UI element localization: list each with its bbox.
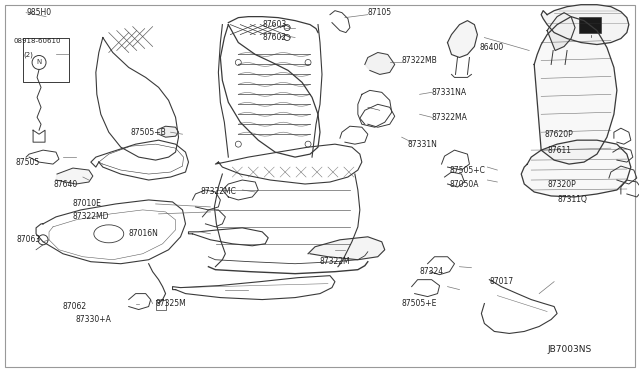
Text: 87322MA: 87322MA xyxy=(431,113,467,122)
Text: 87311Q: 87311Q xyxy=(557,195,587,205)
Text: (2): (2) xyxy=(23,51,33,58)
Text: 87050A: 87050A xyxy=(449,180,479,189)
Text: 87063: 87063 xyxy=(16,235,40,244)
Text: 87640: 87640 xyxy=(53,180,77,189)
Text: 87331N: 87331N xyxy=(408,140,438,149)
Text: 87331NA: 87331NA xyxy=(431,88,467,97)
Polygon shape xyxy=(308,237,385,260)
Polygon shape xyxy=(541,5,629,45)
Text: 87505+E: 87505+E xyxy=(402,299,437,308)
Text: 86400: 86400 xyxy=(479,43,504,52)
Polygon shape xyxy=(534,17,617,164)
Text: JB7003NS: JB7003NS xyxy=(547,345,591,354)
Text: 87324: 87324 xyxy=(420,267,444,276)
Text: 87322MB: 87322MB xyxy=(402,56,438,65)
Text: 87505: 87505 xyxy=(15,158,40,167)
Text: 87603: 87603 xyxy=(262,20,287,29)
Text: 87322M: 87322M xyxy=(320,257,351,266)
Text: 87620P: 87620P xyxy=(544,130,573,139)
Text: 87505+B: 87505+B xyxy=(131,128,166,137)
Text: 87325M: 87325M xyxy=(156,299,186,308)
Text: 87330+A: 87330+A xyxy=(76,315,112,324)
Text: 87322MC: 87322MC xyxy=(200,187,236,196)
Text: 87010E: 87010E xyxy=(73,199,102,208)
Polygon shape xyxy=(365,52,395,74)
Text: 87505+C: 87505+C xyxy=(449,166,485,174)
Text: 87602: 87602 xyxy=(262,33,286,42)
Text: 87016N: 87016N xyxy=(129,229,159,238)
Text: 985H0: 985H0 xyxy=(26,8,51,17)
Polygon shape xyxy=(447,20,477,58)
Text: 08918-60610: 08918-60610 xyxy=(13,38,61,44)
Polygon shape xyxy=(521,140,631,197)
Bar xyxy=(579,17,601,33)
Polygon shape xyxy=(159,126,179,137)
Polygon shape xyxy=(547,13,575,51)
Text: 87320P: 87320P xyxy=(547,180,576,189)
Text: 87611: 87611 xyxy=(547,145,571,155)
Text: 87105: 87105 xyxy=(368,8,392,17)
Text: 87322MD: 87322MD xyxy=(73,212,109,221)
Polygon shape xyxy=(56,168,93,184)
Text: 87017: 87017 xyxy=(490,277,513,286)
Text: 87062: 87062 xyxy=(63,302,87,311)
Text: N: N xyxy=(36,60,42,65)
